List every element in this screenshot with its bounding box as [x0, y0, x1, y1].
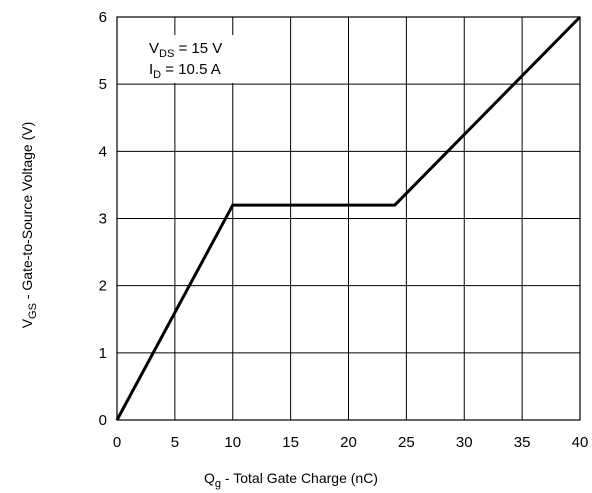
x-tick-label: 25 [398, 434, 415, 451]
x-tick-label: 20 [340, 434, 357, 451]
x-axis-title: Qg - Total Gate Charge (nC) [204, 470, 378, 490]
x-tick-label: 10 [224, 434, 241, 451]
x-tick-labels: 0 5 10 15 20 25 30 35 40 [113, 434, 589, 451]
y-tick-label: 5 [99, 76, 107, 93]
y-tick-label: 6 [99, 9, 107, 26]
x-tick-label: 15 [282, 434, 299, 451]
y-tick-label: 3 [99, 211, 107, 228]
y-tick-labels: 0 1 2 3 4 5 6 [99, 9, 107, 429]
y-tick-label: 2 [99, 278, 107, 295]
x-tick-label: 0 [113, 434, 121, 451]
y-tick-label: 1 [99, 345, 107, 362]
series-line [115, 15, 582, 421]
y-tick-label: 0 [99, 412, 107, 429]
x-tick-label: 30 [456, 434, 473, 451]
plot-frame [116, 16, 581, 421]
annotation-id: ID = 10.5 A [149, 61, 221, 81]
x-tick-label: 5 [171, 434, 179, 451]
x-tick-label: 40 [572, 434, 589, 451]
y-tick-label: 4 [99, 143, 107, 160]
x-tick-label: 35 [514, 434, 531, 451]
y-axis-title: VGS - Gate-to-Source Voltage (V) [19, 122, 39, 329]
annotation-vds: VDS = 15 V [149, 40, 222, 60]
annotation-background [136, 35, 256, 83]
grid-lines [117, 17, 580, 420]
